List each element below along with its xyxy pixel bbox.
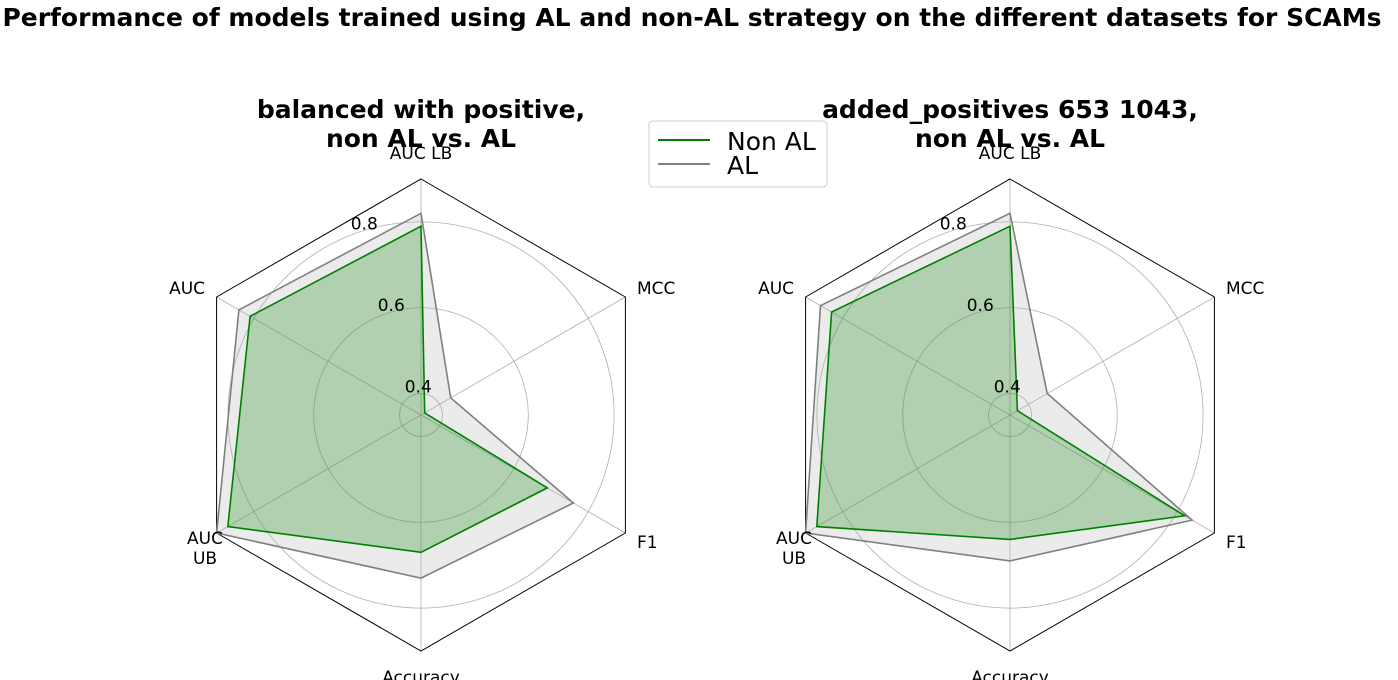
radial-tick-label: 0.8	[940, 215, 967, 235]
radar-frame	[805, 178, 1215, 652]
axis-label: F1	[637, 533, 658, 553]
chart-title-line: added_positives 653 1043,	[822, 95, 1198, 124]
radial-tick-label: 0.8	[351, 215, 378, 235]
axis-label: MCC	[1226, 279, 1264, 299]
spoke-gridline	[216, 414, 422, 534]
radial-tick-label: 0.4	[405, 378, 432, 398]
spoke-gridline	[805, 414, 1011, 534]
legend-label-non-al: Non AL	[727, 127, 816, 156]
axis-label: AUC	[776, 529, 812, 549]
axis-label: AUC LB	[390, 144, 452, 164]
series-area-al	[805, 213, 1193, 561]
series-line-non-al	[226, 224, 549, 554]
radar-chart-balanced: balanced with positive,non AL vs. AL 0.4 0…	[169, 95, 675, 680]
legend-frame	[648, 120, 828, 188]
spoke-gridline	[805, 296, 1011, 416]
chart-title-line: non AL vs. AL	[915, 124, 1105, 153]
chart-title-line: non AL vs. AL	[326, 124, 516, 153]
spoke-gridline	[1009, 296, 1215, 416]
series-area-non-al	[816, 226, 1185, 540]
series-area-al	[216, 213, 574, 579]
series-line-al	[215, 212, 575, 579]
axis-label: UB	[782, 549, 806, 569]
series-line-al	[804, 212, 1194, 562]
series-area-non-al	[227, 226, 548, 553]
radial-tick-label: 0.6	[967, 296, 994, 316]
chart-title-line: balanced with positive,	[257, 95, 585, 124]
axis-label: Accuracy	[382, 668, 460, 680]
axis-label: AUC	[758, 279, 794, 299]
series-line-non-al	[815, 224, 1187, 541]
radar-frame	[216, 178, 626, 652]
axis-label: UB	[193, 549, 217, 569]
figure-title: Performance of models trained using AL a…	[2, 3, 1381, 32]
axis-label: AUC	[169, 279, 205, 299]
radial-tick-label: 0.4	[994, 378, 1021, 398]
spoke-gridline	[420, 296, 626, 416]
axis-label: AUC	[187, 529, 223, 549]
axis-label: Accuracy	[971, 668, 1049, 680]
legend-label-al: AL	[727, 151, 758, 180]
radial-tick-label: 0.6	[378, 296, 405, 316]
axis-label: MCC	[637, 279, 675, 299]
axis-label: AUC LB	[979, 144, 1041, 164]
axis-label: F1	[1226, 533, 1247, 553]
legend: Non AL AL	[648, 120, 828, 188]
radar-chart-added-positives: added_positives 653 1043,non AL vs. AL 0.…	[758, 95, 1264, 680]
